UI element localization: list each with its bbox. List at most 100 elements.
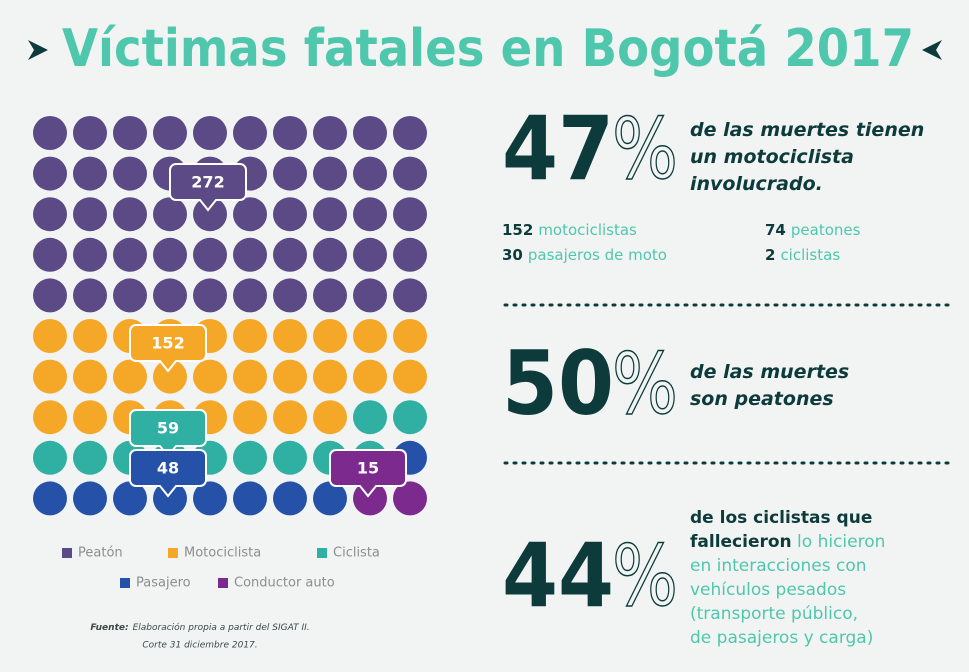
waffle-dot bbox=[313, 400, 347, 435]
stat-detail-value: 152 bbox=[502, 221, 533, 239]
legend-label: Peatón bbox=[78, 546, 123, 561]
source-text: Corte 31 diciembre 2017. bbox=[142, 641, 257, 651]
waffle-dot bbox=[393, 481, 427, 516]
callout-value: 272 bbox=[191, 173, 224, 192]
waffle-dot bbox=[33, 156, 67, 191]
stat-detail-label: peatones bbox=[791, 221, 861, 239]
waffle-dot bbox=[273, 278, 307, 313]
waffle-dot bbox=[273, 197, 307, 232]
waffle-dot bbox=[233, 278, 267, 313]
stat-text: vehículos pesados bbox=[690, 580, 846, 600]
stat-value: 50 bbox=[502, 332, 614, 435]
waffle-dot bbox=[313, 116, 347, 150]
waffle-dot bbox=[153, 359, 187, 394]
waffle-dot bbox=[33, 440, 67, 475]
waffle-dot bbox=[73, 278, 107, 313]
legend-swatch bbox=[218, 578, 228, 588]
stat-text: (transporte público, bbox=[690, 604, 858, 624]
waffle-dot bbox=[153, 197, 187, 232]
stat-text-segment: lo hicieron bbox=[792, 532, 886, 552]
callout-bubble bbox=[329, 449, 407, 498]
waffle-dot bbox=[73, 116, 107, 150]
waffle-dot bbox=[73, 481, 107, 516]
waffle-dot bbox=[313, 359, 347, 394]
stat-detail-value: 30 bbox=[502, 246, 523, 264]
waffle-dot bbox=[73, 440, 107, 475]
waffle-dot bbox=[193, 116, 227, 150]
source-text: Elaboración propia a partir del SIGAT II… bbox=[133, 622, 310, 633]
stat-detail-label: pasajeros de moto bbox=[528, 246, 667, 264]
waffle-dot bbox=[233, 319, 267, 353]
waffle-dot bbox=[233, 197, 267, 232]
waffle-dot bbox=[393, 237, 427, 272]
waffle-dot bbox=[33, 481, 67, 516]
waffle-dot bbox=[113, 278, 147, 313]
waffle-dot bbox=[153, 481, 187, 516]
waffle-dot bbox=[193, 481, 227, 516]
source-label: Fuente: bbox=[90, 623, 128, 633]
legend-label: Conductor auto bbox=[234, 576, 335, 591]
legend-swatch bbox=[62, 548, 72, 558]
waffle-dot bbox=[233, 237, 267, 272]
waffle-dot bbox=[353, 400, 387, 435]
stat-text: en interacciones con bbox=[690, 556, 867, 576]
stat-text: de pasajeros y carga) bbox=[690, 628, 873, 648]
waffle-dot bbox=[273, 481, 307, 516]
stat-value: 47 bbox=[502, 97, 614, 200]
waffle-dot bbox=[393, 116, 427, 150]
stat-detail-label: motociclistas bbox=[538, 221, 637, 239]
stat-text: son peatones bbox=[690, 388, 834, 410]
waffle-dot bbox=[33, 278, 67, 313]
stat-text: un motociclista bbox=[690, 146, 854, 168]
stat-text-segment: (transporte público, bbox=[690, 604, 858, 624]
waffle-dot bbox=[153, 278, 187, 313]
waffle-dot bbox=[113, 481, 147, 516]
callout-bubble bbox=[129, 324, 207, 373]
waffle-dot bbox=[313, 319, 347, 353]
waffle-dot bbox=[353, 278, 387, 313]
stat-value: 44 bbox=[502, 524, 614, 627]
waffle-dot bbox=[233, 359, 267, 394]
waffle-dot bbox=[393, 278, 427, 313]
waffle-dot bbox=[353, 197, 387, 232]
waffle-dot bbox=[393, 197, 427, 232]
waffle-dot bbox=[73, 197, 107, 232]
waffle-dot bbox=[273, 440, 307, 475]
stat-text-segment: son peatones bbox=[690, 388, 834, 410]
waffle-dot bbox=[273, 359, 307, 394]
waffle-dot bbox=[313, 278, 347, 313]
waffle-dot bbox=[153, 116, 187, 150]
waffle-dot bbox=[233, 481, 267, 516]
callout-bubble bbox=[129, 449, 207, 498]
stat-text-segment: de pasajeros y carga) bbox=[690, 628, 873, 648]
waffle-dot bbox=[273, 319, 307, 353]
stat-text: de los ciclistas que bbox=[690, 508, 872, 528]
waffle-dot bbox=[193, 278, 227, 313]
stat-text-segment: de las muertes bbox=[690, 361, 849, 383]
legend-swatch bbox=[317, 548, 327, 558]
stat-detail: 30 pasajeros de moto bbox=[502, 246, 667, 264]
waffle-dot bbox=[73, 319, 107, 353]
stat-detail: 74 peatones bbox=[765, 221, 861, 239]
waffle-dot bbox=[73, 156, 107, 191]
waffle-dot bbox=[73, 237, 107, 272]
waffle-dot bbox=[233, 400, 267, 435]
waffle-dot bbox=[33, 237, 67, 272]
waffle-dot bbox=[353, 319, 387, 353]
waffle-dot bbox=[353, 156, 387, 191]
stat-text-segment: involucrado. bbox=[690, 173, 823, 195]
waffle-dot bbox=[313, 237, 347, 272]
waffle-dot bbox=[193, 237, 227, 272]
stat-detail-value: 2 bbox=[765, 246, 775, 264]
waffle-dot bbox=[313, 197, 347, 232]
waffle-dot bbox=[193, 359, 227, 394]
callout-bubble bbox=[169, 163, 247, 212]
waffle-dot bbox=[113, 359, 147, 394]
title-chevron-left bbox=[28, 40, 48, 60]
stat-detail: 2 ciclistas bbox=[765, 246, 840, 264]
waffle-dot bbox=[153, 237, 187, 272]
waffle-dot bbox=[393, 359, 427, 394]
callout-value: 59 bbox=[157, 419, 179, 438]
legend-label: Ciclista bbox=[333, 546, 380, 561]
waffle-dot bbox=[113, 116, 147, 150]
